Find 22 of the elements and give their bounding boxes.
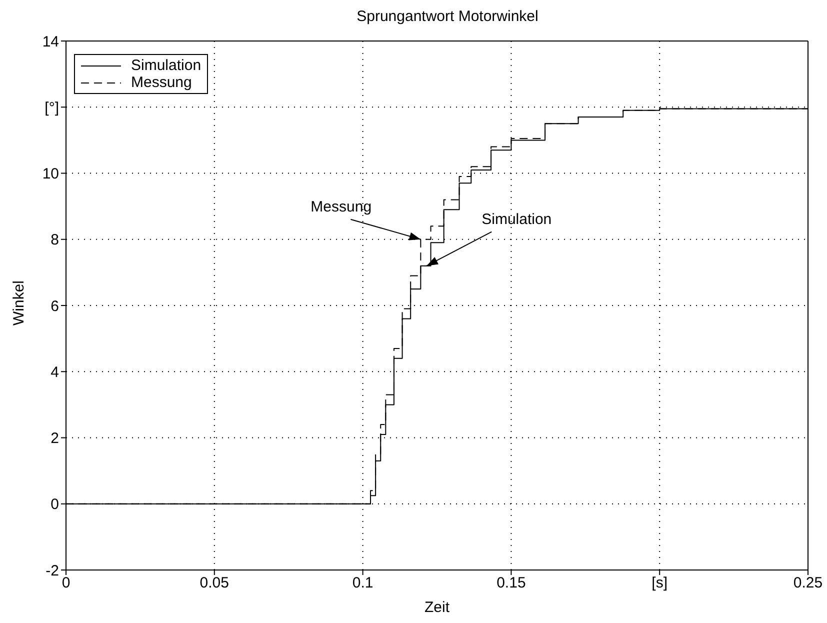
- legend-label: Messung: [131, 74, 192, 91]
- y-tick-label: 0: [50, 496, 59, 514]
- x-tick-label: 0: [62, 574, 70, 592]
- y-tick-label: 8: [50, 232, 59, 249]
- x-tick-label: 0.25: [793, 574, 823, 592]
- y-tick-label: 10: [42, 166, 59, 183]
- chart-title: Sprungantwort Motorwinkel: [356, 8, 540, 27]
- x-axis-title: Zeit: [424, 599, 450, 616]
- y-tick-label: [°]: [44, 99, 59, 116]
- y-tick-label: 6: [50, 298, 59, 315]
- x-tick-label: 0.05: [200, 574, 229, 592]
- y-tick-label: 14: [42, 33, 59, 50]
- y-tick-label: 2: [50, 430, 59, 448]
- y-tick-label: 4: [50, 364, 59, 381]
- x-tick-label: 0.15: [496, 574, 526, 592]
- y-tick-label: -2: [46, 562, 59, 580]
- legend-label: Simulation: [131, 57, 202, 74]
- annotation: Messung: [310, 198, 372, 216]
- annotation: Simulation: [482, 210, 552, 228]
- x-tick-label: 0.1: [352, 574, 374, 592]
- x-tick-label: [s]: [652, 574, 668, 592]
- y-axis-title: Winkel: [10, 280, 28, 326]
